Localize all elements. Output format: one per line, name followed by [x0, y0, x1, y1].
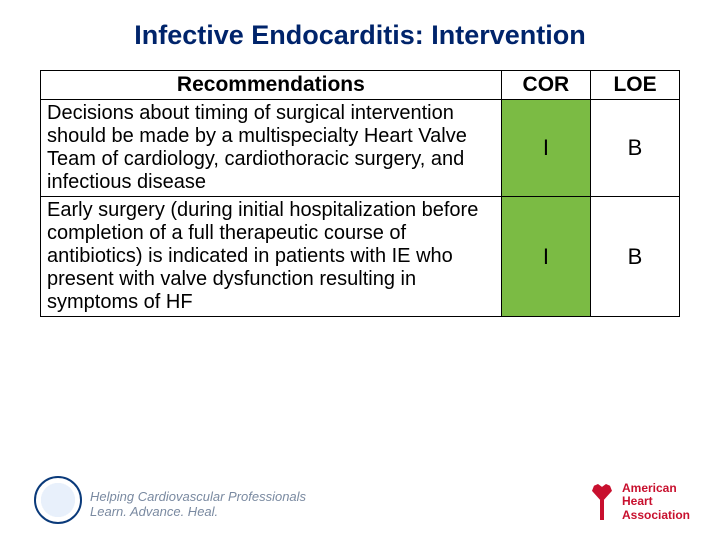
- acc-tagline-line2: Learn. Advance. Heal.: [90, 504, 218, 519]
- cor-cell: I: [501, 197, 590, 317]
- slide-title: Infective Endocarditis: Intervention: [0, 20, 720, 51]
- col-header-loe: LOE: [591, 71, 680, 100]
- col-header-cor: COR: [501, 71, 590, 100]
- aha-line2: Heart: [622, 494, 653, 508]
- recommendation-text: Early surgery (during initial hospitaliz…: [41, 197, 502, 317]
- footer: Helping Cardiovascular Professionals Lea…: [0, 468, 720, 528]
- acc-tagline: Helping Cardiovascular Professionals Lea…: [90, 489, 306, 520]
- acc-seal-icon: [34, 476, 82, 524]
- aha-logo: American Heart Association: [588, 482, 690, 522]
- heart-torch-icon: [588, 482, 616, 522]
- slide: Infective Endocarditis: Intervention Rec…: [0, 0, 720, 540]
- loe-cell: B: [591, 197, 680, 317]
- aha-text: American Heart Association: [622, 482, 690, 522]
- loe-cell: B: [591, 100, 680, 197]
- aha-line3: Association: [622, 508, 690, 522]
- table-row: Early surgery (during initial hospitaliz…: [41, 197, 680, 317]
- table-row: Decisions about timing of surgical inter…: [41, 100, 680, 197]
- acc-tagline-line1: Helping Cardiovascular Professionals: [90, 489, 306, 504]
- recommendations-table: Recommendations COR LOE Decisions about …: [40, 70, 680, 317]
- col-header-recommendations: Recommendations: [41, 71, 502, 100]
- table-header-row: Recommendations COR LOE: [41, 71, 680, 100]
- cor-cell: I: [501, 100, 590, 197]
- recommendation-text: Decisions about timing of surgical inter…: [41, 100, 502, 197]
- aha-line1: American: [622, 481, 677, 495]
